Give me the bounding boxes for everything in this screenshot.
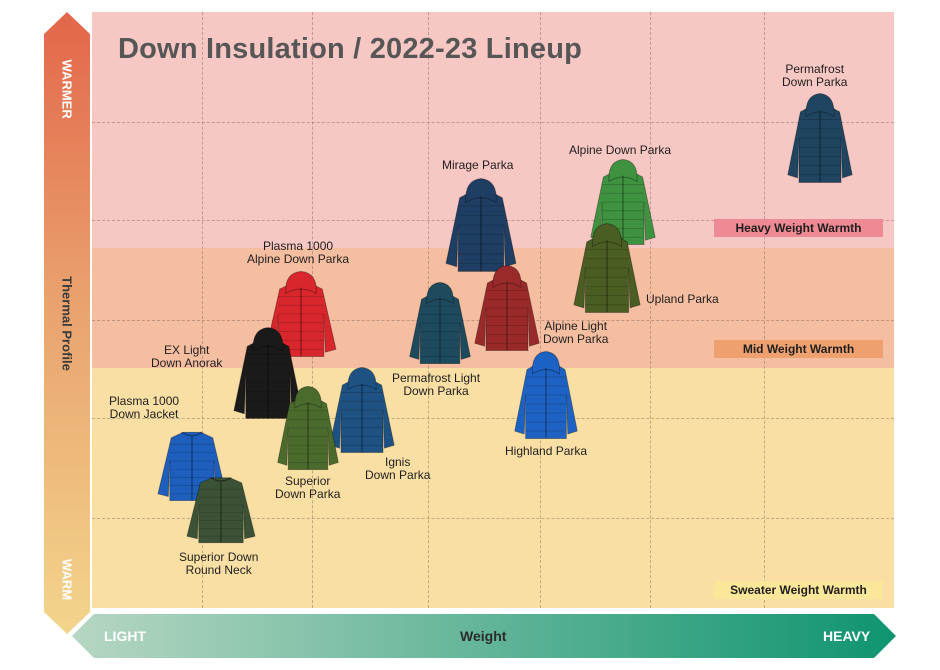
jacket-icon: [265, 271, 337, 357]
jacket-ignis-down-parka: [327, 366, 397, 454]
x-axis-left-label: LIGHT: [104, 628, 146, 644]
product-label-ignis-down-parka: Ignis Down Parka: [365, 455, 431, 482]
grid-line: [92, 122, 894, 123]
zone-label-sweater: Sweater Weight Warmth: [714, 581, 883, 599]
product-label-plasma-1000-alpine-down-parka: Plasma 1000 Alpine Down Parka: [247, 239, 350, 266]
weight-arrow: [72, 614, 896, 658]
x-axis-right-label: HEAVY: [823, 628, 871, 644]
jacket-icon: [186, 477, 256, 544]
jacket-icon: [233, 327, 303, 419]
y-axis-bottom-label: WARM: [59, 558, 75, 601]
jacket-alpine-light-down-parka: [472, 264, 542, 352]
jacket-mirage-parka: [443, 177, 519, 273]
grid-line: [650, 12, 651, 608]
product-label-upland-parka: Upland Parka: [646, 292, 719, 306]
grid-line: [202, 12, 203, 608]
jacket-highland-parka: [512, 350, 580, 440]
product-label-ex-light-down-anorak: EX Light Down Anorak: [151, 343, 223, 370]
jacket-icon: [445, 178, 517, 272]
grid-line: [540, 12, 541, 608]
product-label-permafrost-down-parka: Permafrost Down Parka: [782, 62, 848, 89]
grid-line: [92, 518, 894, 519]
x-axis-title: Weight: [460, 628, 507, 644]
jacket-icon: [573, 223, 641, 313]
dark-jacket-icon: [787, 93, 853, 183]
thermal-arrow: [44, 12, 90, 634]
grid-line: [92, 418, 894, 419]
product-label-plasma-1000-down-jacket: Plasma 1000 Down Jacket: [109, 394, 180, 421]
grid-line: [764, 12, 765, 608]
zone-label-heavy: Heavy Weight Warmth: [714, 219, 883, 237]
zone-label-mid: Mid Weight Warmth: [714, 340, 883, 358]
jacket-plasma-1000-alpine-down-parka: [263, 270, 339, 358]
jacket-icon: [409, 281, 471, 365]
jacket-superior-down-parka: [275, 385, 341, 471]
y-axis-top-label: WARMER: [59, 59, 75, 119]
jacket-icon: [277, 386, 339, 470]
product-label-superior-down-round-neck: Superior Down Round Neck: [179, 550, 259, 577]
product-label-permafrost-light-down-parka: Permafrost Light Down Parka: [392, 371, 481, 398]
jacket-icon: [329, 367, 395, 453]
product-label-mirage-parka: Mirage Parka: [442, 158, 514, 172]
jacket-icon: [514, 351, 578, 439]
jacket-permafrost-light-down-parka: [407, 281, 473, 365]
jacket-upland-parka: [571, 222, 643, 314]
jacket-permafrost-down-parka: [785, 92, 855, 184]
page-title: Down Insulation / 2022-23 Lineup: [118, 33, 583, 65]
product-label-highland-parka: Highland Parka: [505, 444, 588, 458]
product-label-alpine-light-down-parka: Alpine Light Down Parka: [543, 319, 609, 346]
product-label-alpine-down-parka: Alpine Down Parka: [569, 143, 672, 157]
y-axis-title: Thermal Profile: [59, 276, 75, 371]
jacket-icon: [474, 265, 540, 351]
jacket-ex-light-down-anorak: [231, 326, 305, 420]
jacket-superior-down-round-neck: [184, 466, 258, 544]
product-label-superior-down-parka: Superior Down Parka: [275, 474, 341, 501]
